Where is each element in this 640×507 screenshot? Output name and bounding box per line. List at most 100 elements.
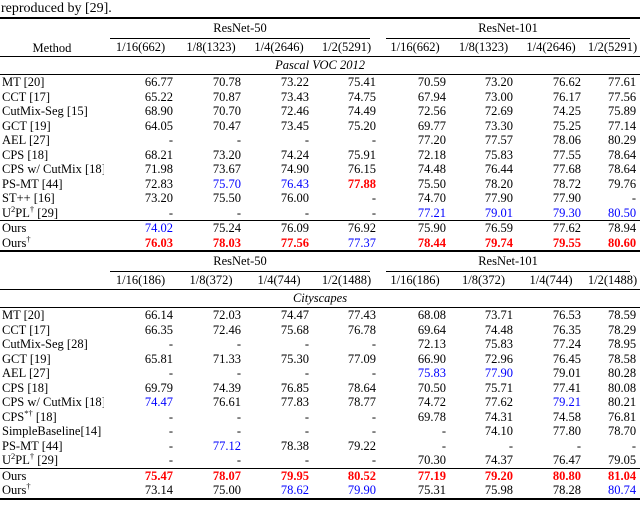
highlighted-value: 78.44 (417, 235, 447, 250)
value-cell: 73.22 (280, 75, 309, 89)
value-cell: 76.81 (607, 409, 637, 424)
value-cell: 71.98 (144, 162, 173, 176)
value-cell: - (168, 133, 173, 147)
table-row: ST++ [16] 73.20 75.50 76.00 - 74.70 77.90 77.90… (0, 191, 640, 206)
table-row: Ours† 76.03 78.03 77.56 77.37 78.44 79.74 79.55… (0, 236, 640, 252)
value-cell: 75.50 (212, 191, 241, 205)
value-cell: 79.01 (552, 366, 582, 380)
value-cell: - (371, 424, 377, 438)
value-cell: 72.46 (212, 322, 241, 337)
table-row: GCT [19] 65.81 71.33 75.30 77.09 66.90 72.96 76… (0, 352, 640, 367)
value-cell: - (168, 409, 173, 424)
value-cell: - (371, 409, 377, 424)
value-cell: - (236, 337, 241, 351)
value-cell: 77.21 (380, 206, 450, 221)
highlighted-value: 80.80 (552, 468, 582, 483)
value-cell: 75.24 (177, 220, 245, 236)
value-cell: 70.30 (417, 453, 447, 467)
value-cell: 76.00 (280, 191, 309, 205)
value-cell: 77.20 (417, 133, 447, 147)
value-cell: 76.03 (104, 236, 177, 252)
highlighted-value: 79.30 (552, 205, 582, 220)
value-cell: 72.18 (417, 147, 447, 162)
value-cell: 70.78 (212, 75, 241, 89)
table-row: CPS w/ CutMix [18] 74.47 76.61 77.83 78.77 74… (0, 395, 640, 410)
value-cell: - (168, 424, 173, 438)
value-cell: 78.20 (484, 176, 514, 191)
table-row: SimpleBaseline[14] - - - - - 74.10 77.80 78.70 (0, 424, 640, 439)
table-row: PS-MT [44] - 77.12 78.38 79.22 - - - - (0, 439, 640, 454)
value-cell: 75.71 (484, 380, 514, 395)
highlighted-value: 77.19 (417, 468, 447, 483)
highlighted-value: 75.83 (417, 366, 447, 380)
value-cell: - (371, 366, 377, 380)
value-cell: 72.69 (484, 104, 514, 118)
value-cell: 77.56 (245, 236, 313, 252)
value-cell: 75.25 (552, 118, 582, 133)
value-cell: 76.61 (212, 395, 241, 409)
value-cell: 74.48 (484, 322, 514, 337)
split-column-header: 1/4(2646) (526, 40, 576, 54)
value-cell: 75.70 (177, 177, 245, 192)
method-cell: Ours (0, 220, 104, 236)
value-cell: 75.98 (484, 483, 514, 497)
value-cell: 72.83 (144, 176, 173, 191)
value-cell: 76.09 (245, 220, 313, 236)
method-column-header: Method (32, 41, 72, 55)
table-row: GCT [19] 64.05 70.47 73.45 75.20 69.77 73.30 75… (0, 119, 640, 134)
split-column-header: 1/8(1323) (458, 40, 509, 54)
highlighted-value: 77.21 (417, 205, 447, 220)
highlighted-value: 77.37 (347, 235, 377, 250)
value-cell: 79.90 (313, 483, 380, 499)
split-column-header: 1/4(2646) (254, 40, 304, 54)
value-cell: 79.20 (450, 467, 518, 483)
value-cell: 72.96 (484, 351, 514, 366)
table-row: CCT [17] 65.22 70.87 73.43 74.75 67.94 73.00 76… (0, 90, 640, 105)
table-row: CPS [18] 68.21 73.20 74.24 75.91 72.18 75.83 77… (0, 148, 640, 163)
value-cell: 77.09 (347, 351, 377, 366)
value-cell: - (304, 409, 309, 424)
value-cell: 75.90 (380, 220, 451, 236)
method-cell: MT [20] (2, 75, 45, 89)
value-cell: - (236, 424, 241, 438)
table-row: CutMix-Seg [28] - - - - 72.13 75.83 77.24 78.95 (0, 337, 640, 352)
value-cell: - (371, 205, 377, 220)
group-underline: ResNet-101 (386, 254, 631, 272)
highlighted-value: 79.21 (552, 395, 582, 409)
table-row: Ours† 73.14 75.00 78.62 79.90 75.31 75.98 78.28… (0, 483, 640, 499)
value-cell: 74.24 (280, 147, 309, 162)
value-cell: 77.12 (177, 439, 245, 454)
table-row: CPS w/ CutMix [18] 71.98 73.67 74.90 76.15 74… (0, 162, 640, 177)
highlighted-value: 76.03 (144, 235, 173, 250)
results-table: Method ResNet-50 ResNet-101 1/16(662) 1/8(13… (0, 17, 640, 252)
value-cell: 78.06 (552, 133, 582, 147)
value-cell: 80.29 (607, 133, 637, 147)
value-cell: - (236, 453, 241, 467)
value-cell: 66.35 (144, 322, 173, 337)
value-cell: 74.58 (552, 409, 582, 424)
highlighted-value: 75.47 (144, 468, 173, 483)
value-cell: 71.33 (212, 351, 241, 366)
value-cell: 74.47 (104, 395, 177, 410)
value-cell: 73.14 (144, 483, 173, 497)
value-cell: 77.37 (313, 236, 380, 252)
value-cell: 79.74 (450, 236, 517, 252)
value-cell: 77.88 (313, 177, 380, 192)
value-cell: - (236, 133, 241, 147)
method-cell: Ours (0, 467, 104, 483)
highlighted-value: 79.95 (280, 468, 309, 483)
backbone-group-header: ResNet-50 (104, 18, 380, 39)
table-row: MT [20] 66.14 72.03 74.47 77.43 68.08 73.71 76.… (0, 308, 640, 323)
value-cell: 73.20 (144, 191, 173, 205)
backbone-group-header: ResNet-101 (380, 252, 640, 272)
value-cell: - (371, 453, 377, 467)
value-cell: 76.45 (552, 351, 582, 366)
value-cell: 80.80 (517, 467, 586, 483)
highlighted-value: 80.60 (607, 235, 637, 250)
value-cell: 74.49 (347, 104, 377, 118)
method-cell: U2PL† [29] (2, 205, 59, 220)
value-cell: 78.64 (607, 162, 637, 176)
value-cell: 74.72 (417, 395, 447, 409)
highlighted-value: 78.62 (280, 483, 309, 497)
table-row: U2PL† [29] - - - - 77.21 79.01 79.30 80.50 (0, 206, 640, 221)
